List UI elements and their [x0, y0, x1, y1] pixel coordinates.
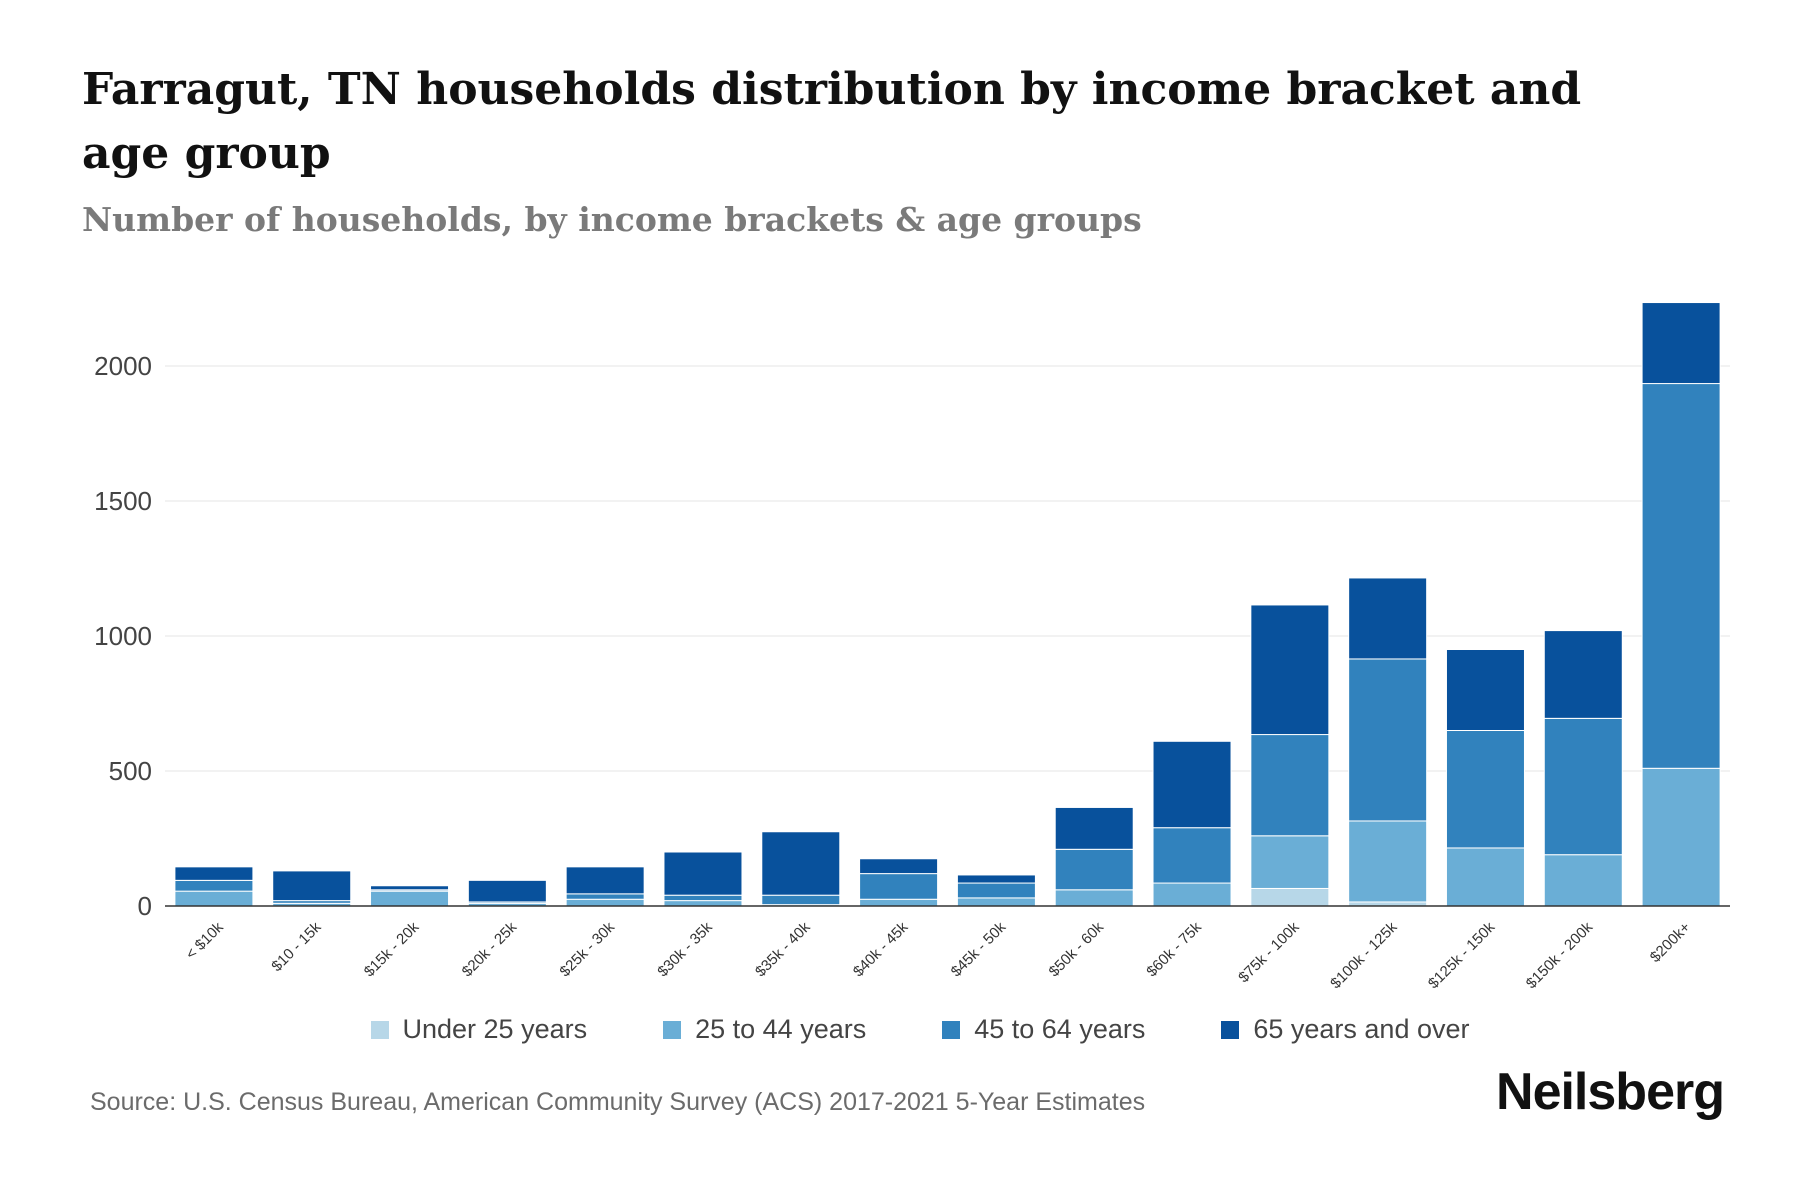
bar-segment	[761, 831, 841, 896]
y-tick-label: 2000	[94, 351, 152, 381]
bar-segment	[859, 858, 939, 875]
legend-item: 25 to 44 years	[663, 1014, 866, 1045]
x-tick-label: $25k - 30k	[556, 918, 618, 980]
bar-segment	[272, 870, 352, 902]
chart-subtitle: Number of households, by income brackets…	[82, 200, 1142, 239]
bar-segment	[1348, 577, 1428, 660]
x-axis-ticks: < $10k $10 - 15k $15k - 20k $20k - 25k $25k …	[183, 918, 1695, 992]
bar-segment	[1445, 847, 1525, 907]
bar-segment	[370, 885, 450, 891]
bars	[174, 302, 1721, 907]
legend-item: Under 25 years	[370, 1014, 588, 1045]
bar-segment	[565, 866, 645, 895]
bar-segment	[467, 879, 547, 903]
x-tick-label: $10 - 15k	[268, 918, 325, 975]
legend-label: 25 to 44 years	[695, 1014, 867, 1044]
x-tick-label: $75k - 100k	[1235, 918, 1303, 986]
bar-segment	[663, 851, 743, 896]
bar-segment	[565, 893, 645, 900]
bar-segment	[1250, 887, 1330, 907]
bar-segment	[859, 898, 939, 907]
x-tick-label: $60k - 75k	[1143, 918, 1205, 980]
legend-label: 45 to 64 years	[974, 1014, 1146, 1044]
legend-swatch	[663, 1020, 682, 1039]
legend-swatch	[1221, 1020, 1240, 1039]
bar-segment	[174, 866, 254, 881]
bar-segment	[956, 874, 1036, 884]
legend-item: 65 years and over	[1221, 1014, 1470, 1045]
x-tick-label: $35k - 40k	[752, 918, 814, 980]
x-tick-label: $100k - 125k	[1327, 918, 1401, 992]
y-tick-label: 500	[109, 756, 152, 786]
bar-segment	[1445, 649, 1525, 731]
bar-segment	[1543, 717, 1623, 856]
bar-segment	[1445, 730, 1525, 849]
bar-segment	[370, 890, 450, 907]
bar-segment	[1054, 806, 1134, 850]
bar-segment	[663, 900, 743, 907]
legend-swatch	[370, 1020, 389, 1039]
x-tick-label: $45k - 50k	[948, 918, 1010, 980]
bar-segment	[761, 894, 841, 906]
y-tick-label: 1000	[94, 621, 152, 651]
x-tick-label: $200k+	[1647, 919, 1694, 966]
x-tick-label: $50k - 60k	[1045, 918, 1107, 980]
bar-segment	[565, 898, 645, 907]
bar-segment	[859, 873, 939, 900]
source-note: Source: U.S. Census Bureau, American Com…	[90, 1088, 1146, 1116]
bar-segment	[1250, 835, 1330, 889]
bar-segment	[1543, 854, 1623, 907]
brand-logo: Neilsberg	[1496, 1063, 1725, 1121]
bar-segment	[1152, 827, 1232, 884]
x-tick-label: $150k - 200k	[1523, 918, 1597, 992]
x-tick-label: < $10k	[183, 918, 228, 963]
x-tick-label: $15k - 20k	[361, 918, 423, 980]
bar-segment	[174, 890, 254, 907]
bar-segment	[1250, 604, 1330, 736]
bar-segment	[956, 897, 1036, 907]
bar-segment	[1348, 820, 1428, 903]
y-axis-ticks: 0 500 1000 1500 2000	[94, 351, 152, 921]
bar-segment	[1054, 889, 1134, 907]
bar-segment	[1641, 767, 1721, 907]
bar-segment	[1348, 658, 1428, 822]
chart-title: Farragut, TN households distribution by …	[82, 64, 1582, 179]
bar-segment	[1543, 630, 1623, 719]
bar-segment	[1641, 302, 1721, 385]
legend: Under 25 years 25 to 44 years 45 to 64 yea…	[0, 1014, 1800, 1045]
x-tick-label: $30k - 35k	[654, 918, 716, 980]
legend-label: Under 25 years	[402, 1014, 588, 1044]
legend-label: 65 years and over	[1253, 1014, 1470, 1044]
bar-segment	[956, 882, 1036, 899]
x-tick-label: $125k - 150k	[1425, 918, 1499, 992]
legend-swatch	[942, 1020, 961, 1039]
legend-item: 45 to 64 years	[942, 1014, 1145, 1045]
bar-segment	[663, 894, 743, 902]
x-tick-label: $40k - 45k	[850, 918, 912, 980]
bar-segment	[174, 879, 254, 892]
y-tick-label: 0	[138, 891, 152, 921]
stacked-bar-chart: 0 500 1000 1500 2000 < $10k $10 - 15k $15k - 2…	[94, 302, 1730, 992]
y-tick-label: 1500	[94, 486, 152, 516]
bar-segment	[1054, 848, 1134, 891]
x-tick-label: $20k - 25k	[459, 918, 521, 980]
bar-segment	[1152, 882, 1232, 907]
bar-segment	[1641, 383, 1721, 769]
bar-segment	[1152, 740, 1232, 829]
bar-segment	[1250, 734, 1330, 837]
